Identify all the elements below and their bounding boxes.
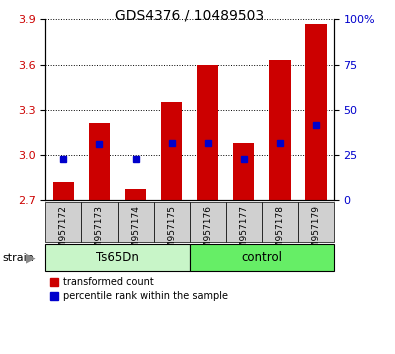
- Text: GSM957179: GSM957179: [311, 205, 320, 259]
- Bar: [190, 202, 226, 242]
- Bar: [190, 244, 334, 271]
- Bar: [226, 202, 261, 242]
- Text: GSM957178: GSM957178: [275, 205, 284, 259]
- Bar: [261, 202, 298, 242]
- Bar: [269, 60, 290, 200]
- Bar: [233, 143, 254, 200]
- Text: GSM957173: GSM957173: [95, 205, 104, 259]
- Bar: [118, 202, 154, 242]
- Text: GSM957174: GSM957174: [131, 205, 140, 259]
- Bar: [305, 24, 327, 200]
- Bar: [81, 202, 118, 242]
- Text: ▶: ▶: [26, 251, 36, 264]
- Bar: [125, 189, 146, 200]
- Text: strain: strain: [2, 252, 34, 263]
- Bar: [53, 182, 74, 200]
- Text: GSM957176: GSM957176: [203, 205, 212, 259]
- Text: GDS4376 / 10489503: GDS4376 / 10489503: [115, 9, 264, 23]
- Bar: [45, 202, 81, 242]
- Bar: [89, 123, 110, 200]
- Legend: transformed count, percentile rank within the sample: transformed count, percentile rank withi…: [50, 278, 228, 301]
- Text: GSM957172: GSM957172: [59, 205, 68, 259]
- Bar: [197, 64, 218, 200]
- Text: Ts65Dn: Ts65Dn: [96, 251, 139, 264]
- Text: control: control: [241, 251, 282, 264]
- Bar: [45, 244, 190, 271]
- Text: GSM957177: GSM957177: [239, 205, 248, 259]
- Bar: [161, 102, 182, 200]
- Bar: [154, 202, 190, 242]
- Text: GSM957175: GSM957175: [167, 205, 176, 259]
- Bar: [298, 202, 334, 242]
